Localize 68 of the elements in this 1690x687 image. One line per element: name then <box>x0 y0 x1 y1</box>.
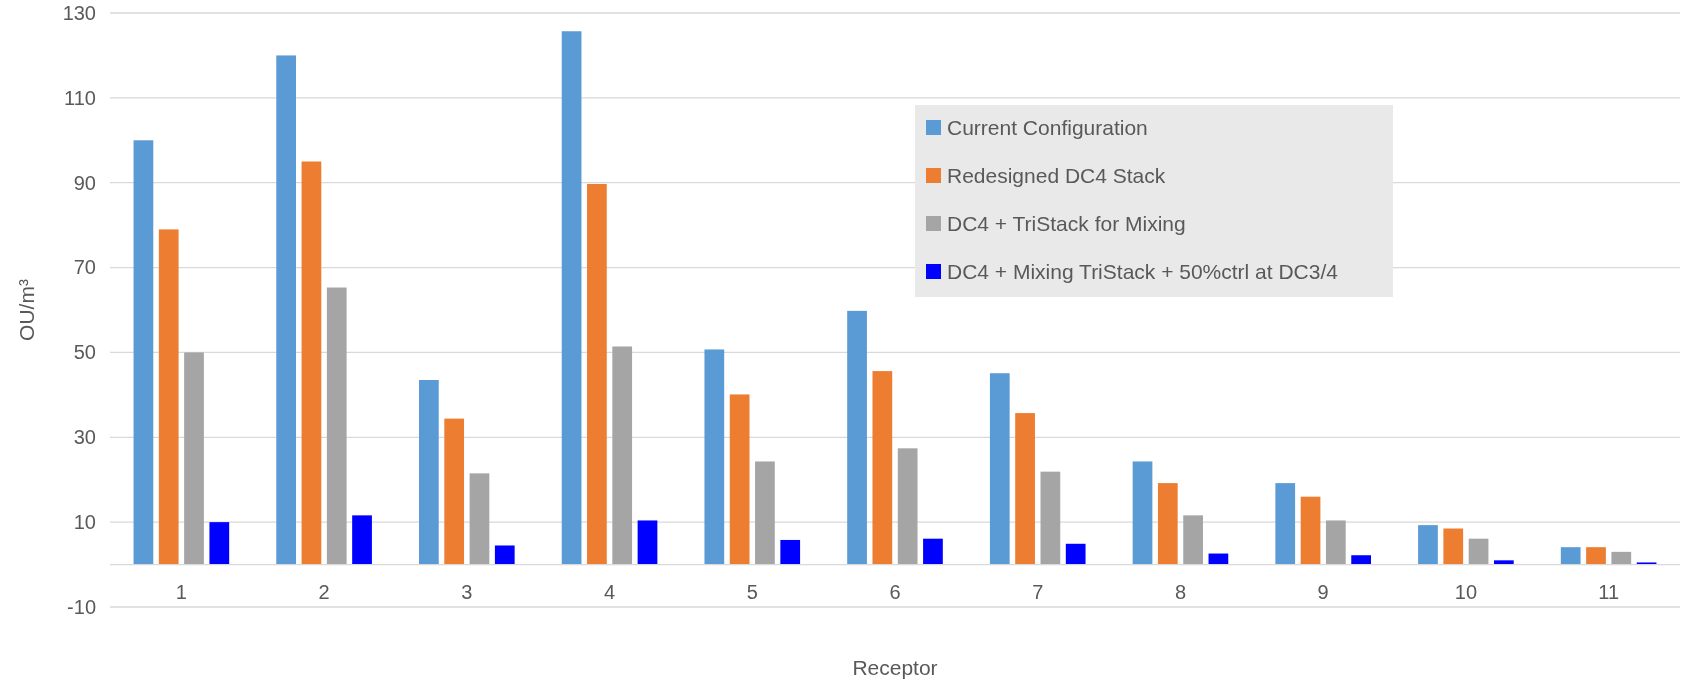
bar <box>1560 547 1581 565</box>
bar <box>729 394 750 565</box>
bar <box>897 448 918 565</box>
bar <box>1636 562 1657 565</box>
bar <box>326 287 347 565</box>
legend-label: Current Configuration <box>947 116 1148 139</box>
x-tick-label: 1 <box>175 581 187 604</box>
bar <box>1418 525 1438 565</box>
x-tick-label: 6 <box>889 581 901 604</box>
bar <box>1300 496 1321 565</box>
bar <box>352 515 372 565</box>
y-tick-label: 30 <box>73 426 96 449</box>
bar <box>872 371 893 565</box>
bar <box>1157 483 1178 565</box>
x-tick-label: 8 <box>1174 581 1187 604</box>
bar <box>1132 461 1153 565</box>
bar <box>1040 471 1061 565</box>
y-tick-label: 70 <box>73 256 96 279</box>
x-tick-label: 7 <box>1032 581 1044 604</box>
bar <box>469 473 490 565</box>
bar <box>1351 555 1371 565</box>
bar <box>158 229 179 565</box>
x-tick-label: 3 <box>461 581 473 604</box>
bar <box>1275 483 1296 565</box>
bar <box>1183 515 1203 565</box>
bar <box>561 31 582 565</box>
bar <box>1065 543 1086 565</box>
bar <box>1325 520 1346 565</box>
legend-label: Redesigned DC4 Stack <box>947 164 1166 187</box>
bar <box>923 538 943 565</box>
bar <box>1611 551 1632 565</box>
x-axis-title: Receptor <box>852 656 938 679</box>
bar <box>847 310 867 565</box>
bar <box>184 352 204 565</box>
y-axis-title: OU/m³ <box>15 279 38 341</box>
bar <box>494 545 515 565</box>
bar <box>133 140 154 565</box>
legend-label: DC4 + Mixing TriStack + 50%ctrl at DC3/4 <box>947 260 1339 283</box>
x-tick-label: 11 <box>1598 581 1620 604</box>
y-tick-label: 130 <box>62 1 96 24</box>
bar <box>755 461 775 565</box>
x-tick-label: 10 <box>1454 581 1478 604</box>
bar <box>1493 560 1514 565</box>
bar <box>587 183 607 565</box>
bar <box>1468 538 1489 565</box>
y-tick-label: -10 <box>67 595 96 618</box>
bar <box>419 380 439 565</box>
y-tick-label: 90 <box>73 171 96 194</box>
bar <box>444 418 465 565</box>
bar <box>989 373 1010 565</box>
bar <box>612 346 633 565</box>
x-tick-label: 5 <box>746 581 758 604</box>
bar <box>276 55 297 565</box>
x-tick-label: 4 <box>603 581 616 604</box>
y-tick-label: 110 <box>64 86 96 109</box>
x-tick-label: 9 <box>1317 581 1329 604</box>
bar <box>1443 528 1464 565</box>
bar <box>1015 413 1035 565</box>
legend-label: DC4 + TriStack for Mixing <box>947 212 1186 235</box>
y-tick-label: 50 <box>73 341 96 364</box>
y-tick-label: 10 <box>73 511 96 534</box>
bar <box>704 349 725 565</box>
bar <box>637 520 658 565</box>
bar <box>209 522 230 565</box>
bar <box>1586 547 1606 565</box>
x-tick-label: 2 <box>318 581 330 604</box>
bar <box>301 161 322 565</box>
bar <box>780 539 801 565</box>
